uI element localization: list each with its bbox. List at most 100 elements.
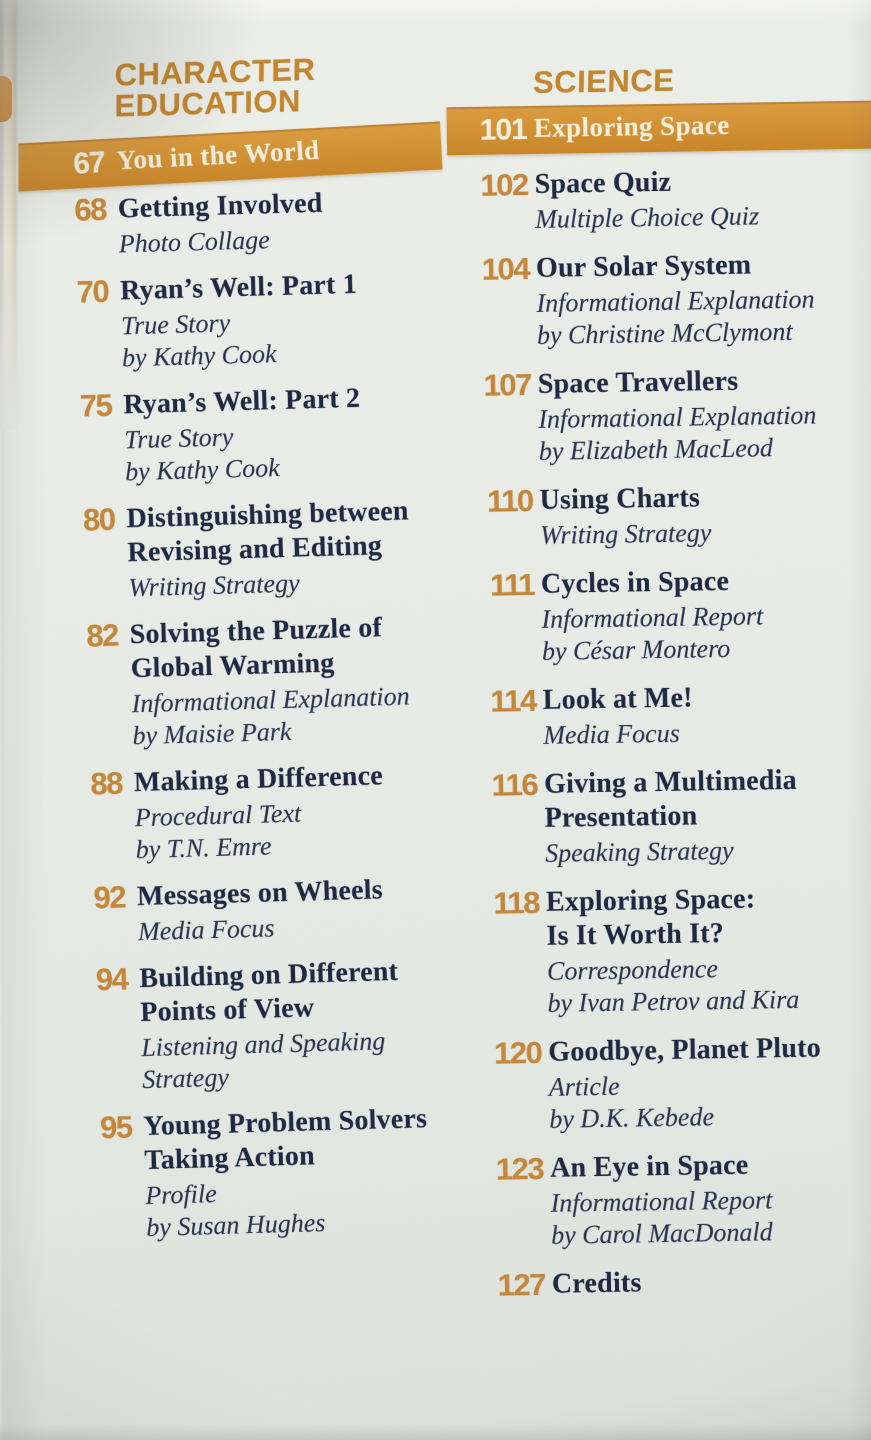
entry-detail-line: Informational Explanation xyxy=(536,284,815,318)
entry-detail-line: by Carol MacDonald xyxy=(550,1217,773,1250)
toc-entry: 111 Cycles in Space Informational Report by… xyxy=(475,563,871,669)
entry-page-number: 94 xyxy=(95,961,128,998)
column-header-line: EDUCATION xyxy=(114,83,301,124)
toc-entry: 104 Our Solar System Informational Explana… xyxy=(470,247,871,353)
entry-title-line: Revising and Editing xyxy=(127,530,383,569)
entry-title-line: Ryan’s Well: Part 1 xyxy=(119,268,358,307)
entry-detail-line: Photo Collage xyxy=(118,225,271,259)
toc-entry: 68 Getting Involved Photo Collage xyxy=(57,183,444,262)
entry-page-number: 118 xyxy=(493,884,540,921)
unit-banner-page-number: 101 xyxy=(479,113,528,147)
entry-title-line: Messages on Wheels xyxy=(136,874,384,913)
unit-banner: 101 Exploring Space xyxy=(446,100,871,156)
entry-title-line: Cycles in Space xyxy=(540,565,730,600)
entry-detail-line: by Susan Hughes xyxy=(145,1208,326,1243)
entry-detail-line: Multiple Choice Quiz xyxy=(534,201,760,234)
entry-detail-line: Informational Explanation xyxy=(538,400,817,434)
toc-entry: 75 Ryan’s Well: Part 2 True Story by Kathy … xyxy=(63,379,451,490)
entry-body: Look at Me! Media Focus xyxy=(543,681,694,751)
entry-detail-line: Informational Report xyxy=(541,601,764,634)
entry-page-number: 120 xyxy=(493,1034,542,1071)
entry-detail-line: Writing Strategy xyxy=(128,568,300,603)
entry-title-line: Taking Action xyxy=(144,1140,316,1177)
entry-title-line: Making a Difference xyxy=(133,760,384,799)
entry-body: Ryan’s Well: Part 2 True Story by Kathy Co… xyxy=(123,382,363,489)
entry-detail-line: by Elizabeth MacLeod xyxy=(538,433,774,466)
column-header: CHARACTER EDUCATION xyxy=(114,50,439,124)
entry-page-number: 104 xyxy=(481,251,530,287)
entry-detail-line: by T.N. Emre xyxy=(135,831,272,865)
toc-entry: 94 Building on Different Points of View Lis… xyxy=(79,953,468,1098)
entry-title-line: Space Travellers xyxy=(537,365,739,400)
entry-page-number: 102 xyxy=(480,167,528,203)
entry-detail-line: by D.K. Kebede xyxy=(549,1102,715,1134)
entry-body: Ryan’s Well: Part 1 True Story by Kathy Co… xyxy=(120,268,360,375)
entry-page-number: 82 xyxy=(85,617,119,654)
column-header: SCIENCE xyxy=(532,62,871,100)
entry-page-number: 127 xyxy=(497,1266,546,1303)
entry-detail-line: by Kathy Cook xyxy=(124,453,281,487)
entry-title-line: Exploring Space: xyxy=(545,883,756,918)
entry-list: 102 Space Quiz Multiple Choice Quiz 104 Our … xyxy=(468,163,871,1303)
entry-detail-line: Media Focus xyxy=(543,718,681,750)
entry-title-line: An Eye in Space xyxy=(549,1149,749,1184)
entry-page-number: 95 xyxy=(99,1109,132,1146)
entry-page-number: 107 xyxy=(483,367,532,403)
entry-page-number: 75 xyxy=(79,387,112,424)
toc-entry: 88 Making a Difference Procedural Text by T… xyxy=(73,757,461,868)
entry-title-line: Giving a Multimedia xyxy=(543,764,798,800)
entry-body: Messages on Wheels Media Focus xyxy=(137,873,385,948)
entry-detail-line: Correspondence xyxy=(546,954,719,986)
entry-page-number: 111 xyxy=(489,566,535,603)
entry-body: Goodbye, Planet Pluto Article by D.K. Kebe… xyxy=(548,1032,822,1136)
column-science: SCIENCE 101 Exploring Space 102 Space Qui… xyxy=(446,62,871,1319)
entry-title-line: Using Charts xyxy=(539,482,701,516)
unit-banner-page-number: 67 xyxy=(72,146,106,181)
toc-entry: 95 Young Problem Solvers Taking Action Prof… xyxy=(83,1101,472,1246)
entry-title-line: Is It Worth It? xyxy=(546,918,725,952)
toc-entry: 123 An Eye in Space Informational Report by… xyxy=(484,1147,871,1253)
column-character-education: CHARACTER EDUCATION 67 You in the World 6… xyxy=(0,50,472,1259)
entry-detail-line: Informational Report xyxy=(550,1185,773,1218)
entry-body: Cycles in Space Informational Report by Cé… xyxy=(541,564,764,667)
entry-list: 68 Getting Involved Photo Collage 70 Ryan’s … xyxy=(57,183,471,1245)
entry-body: Young Problem Solvers Taking Action Profil… xyxy=(143,1102,430,1244)
entry-body: Getting Involved Photo Collage xyxy=(117,187,323,261)
entry-detail-line: by César Montero xyxy=(541,633,731,666)
entry-page-number: 123 xyxy=(495,1150,544,1187)
entry-detail-line: by Christine McClymont xyxy=(536,316,793,350)
entry-title-line: Getting Involved xyxy=(117,187,323,225)
entry-body: An Eye in Space Informational Report by Ca… xyxy=(550,1148,773,1251)
entry-body: Space Quiz Multiple Choice Quiz xyxy=(534,164,759,236)
entry-body: Exploring Space: Is It Worth It? Correspon… xyxy=(546,882,800,1020)
entry-body: Building on Different Points of View Liste… xyxy=(139,955,401,1096)
entry-title-line: Look at Me! xyxy=(542,682,693,716)
toc-entry: 102 Space Quiz Multiple Choice Quiz xyxy=(468,163,871,237)
unit-banner-title: You in the World xyxy=(115,134,321,176)
entry-body: Making a Difference Procedural Text by T.N… xyxy=(133,759,385,866)
entry-body: Distinguishing between Revising and Editi… xyxy=(126,494,411,604)
entry-title-line: Ryan’s Well: Part 2 xyxy=(122,382,361,421)
toc-entry: 107 Space Travellers Informational Explana… xyxy=(472,363,871,469)
entry-detail-line: Writing Strategy xyxy=(539,518,712,550)
entry-detail-line: by Ivan Petrov and Kira xyxy=(547,984,800,1018)
entry-body: Space Travellers Informational Explanatio… xyxy=(538,364,818,468)
entry-body: Our Solar System Informational Explanatio… xyxy=(536,248,816,352)
toc-entry: 114 Look at Me! Media Focus xyxy=(477,679,871,753)
entry-body: Giving a Multimedia Presentation Speaking … xyxy=(544,764,798,870)
entry-title-line: Building on Different xyxy=(138,955,399,995)
entry-title-line: Our Solar System xyxy=(535,249,752,284)
entry-detail-line: Article xyxy=(548,1071,620,1102)
entry-page-number: 88 xyxy=(89,765,123,802)
entry-title-line: Global Warming xyxy=(130,647,335,685)
toc-entry: 110 Using Charts Writing Strategy xyxy=(473,479,871,553)
toc-entry: 127 Credits xyxy=(486,1262,871,1303)
toc-entry: 120 Goodbye, Planet Pluto Article by D.K. K… xyxy=(482,1031,871,1137)
entry-page-number: 68 xyxy=(73,191,107,228)
entry-detail-line: Strategy xyxy=(141,1062,230,1095)
toc-entry: 82 Solving the Puzzle of Global Warming Inf… xyxy=(69,609,458,754)
entry-body: Solving the Puzzle of Global Warming Infor… xyxy=(129,611,411,753)
toc-entry: 118 Exploring Space: Is It Worth It? Corres… xyxy=(480,881,871,1021)
column-header-line: SCIENCE xyxy=(532,62,675,100)
